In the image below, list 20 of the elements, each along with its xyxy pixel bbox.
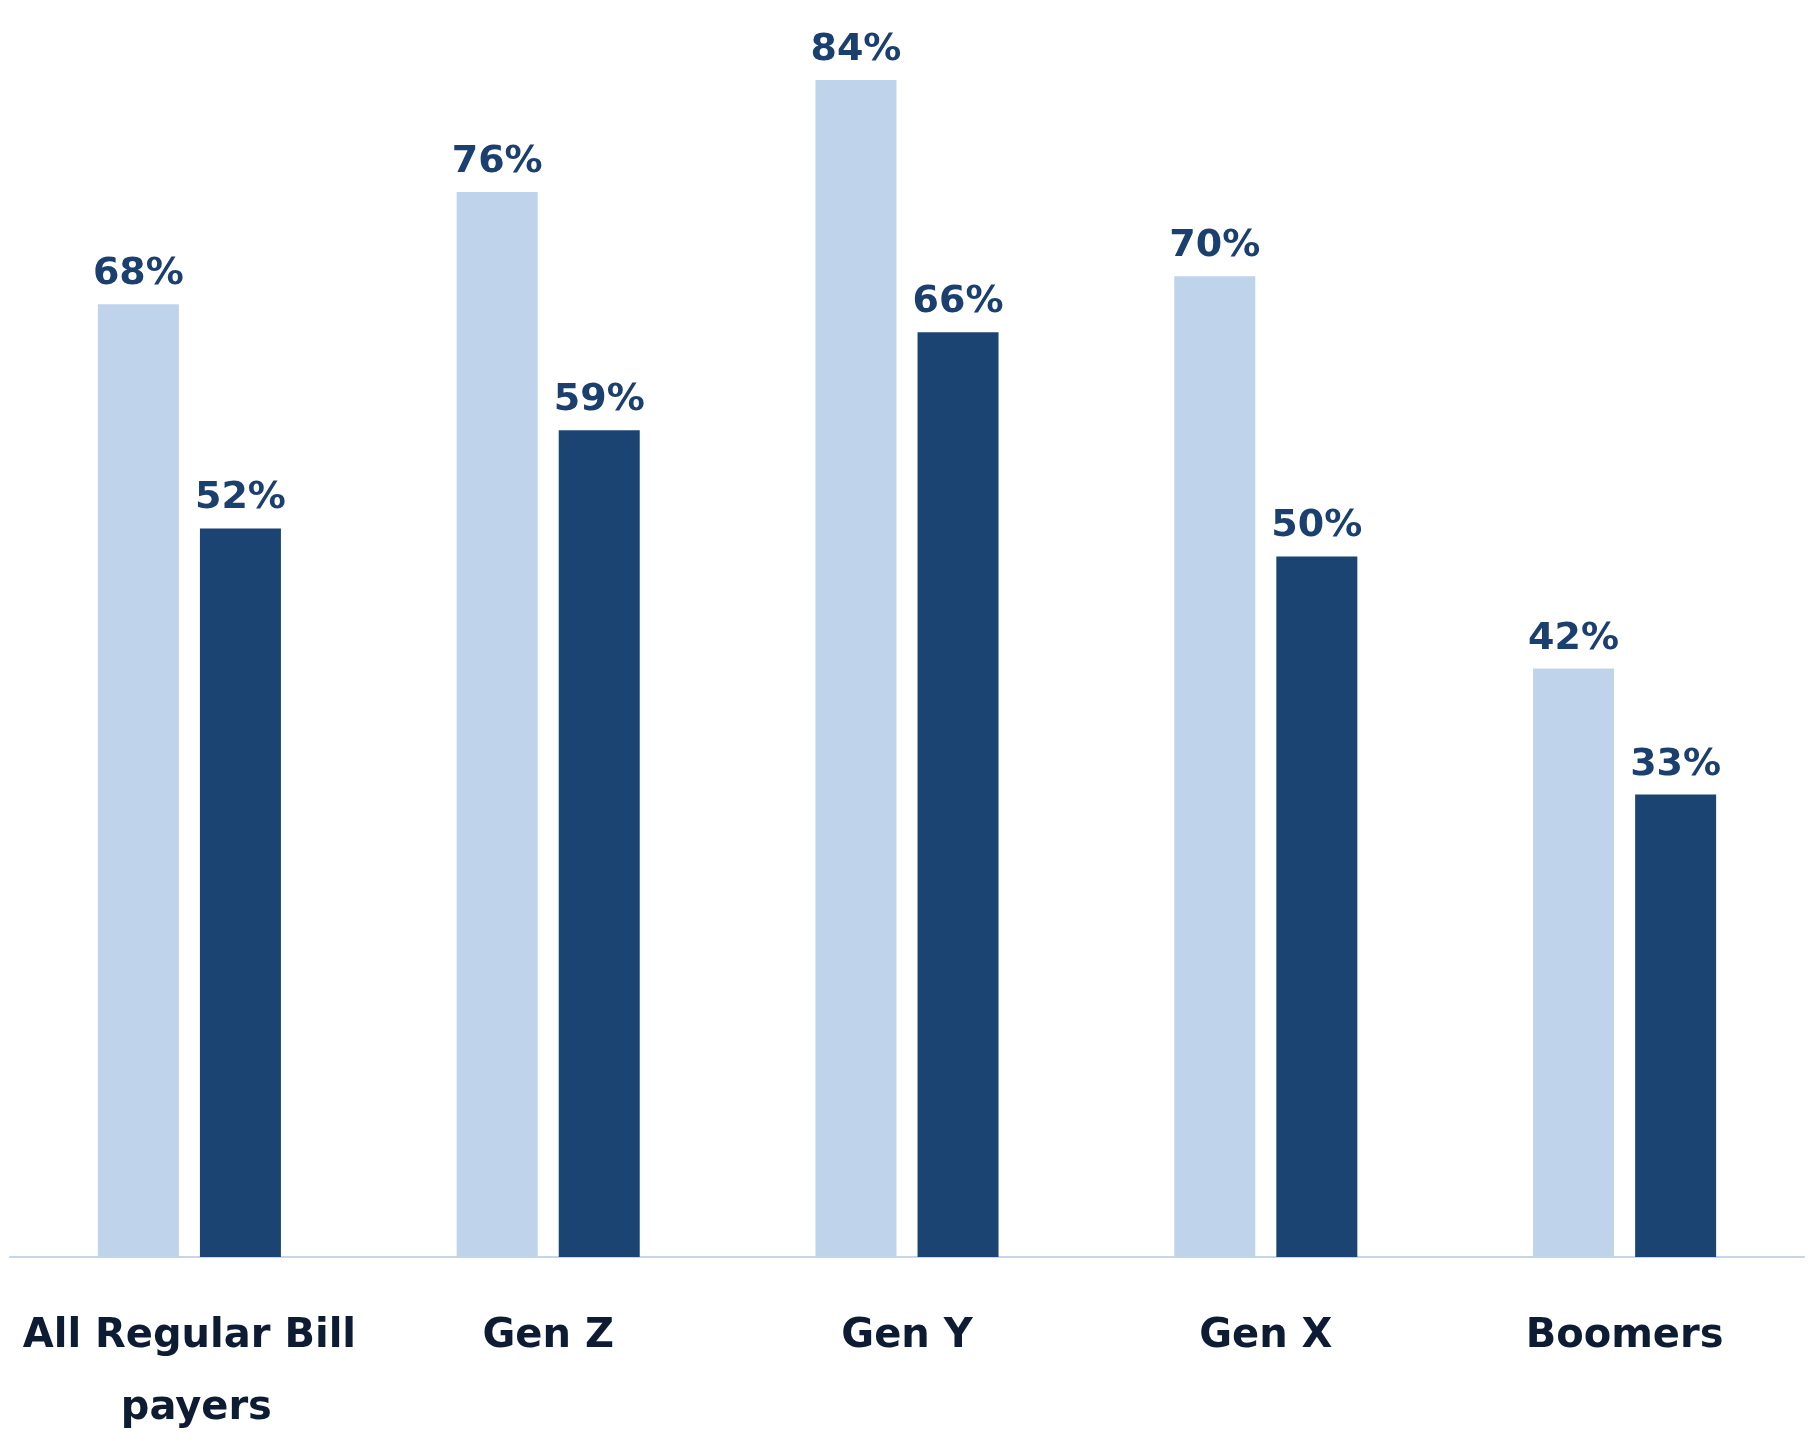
data-label: 59% <box>553 375 645 420</box>
data-label: 76% <box>451 137 543 182</box>
data-label: 50% <box>1271 501 1363 546</box>
data-label: 52% <box>194 473 286 518</box>
data-label: 42% <box>1528 613 1620 658</box>
bar <box>558 430 640 1257</box>
x-tick-label: Gen X <box>1199 1310 1333 1356</box>
data-label: 84% <box>810 25 902 69</box>
x-tick-label: All Regular Bill payers <box>22 1310 357 1428</box>
data-label: 33% <box>1630 739 1722 784</box>
bar <box>1276 556 1358 1257</box>
bar <box>917 332 999 1257</box>
data-label: 68% <box>92 249 184 294</box>
data-label: 70% <box>1169 221 1261 266</box>
bar <box>199 528 281 1257</box>
x-tick-label: Gen Y <box>841 1310 974 1356</box>
x-tick-label: Gen Z <box>482 1310 614 1356</box>
bar <box>1635 794 1717 1257</box>
x-tick-label: Boomers <box>1525 1310 1724 1356</box>
data-label: 66% <box>912 277 1004 322</box>
